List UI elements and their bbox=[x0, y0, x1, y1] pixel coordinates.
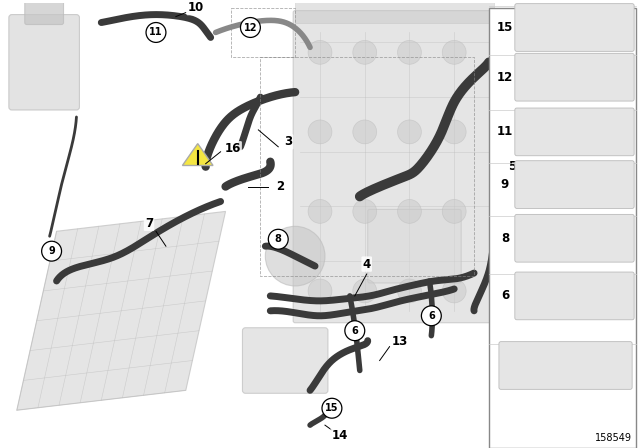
Circle shape bbox=[397, 199, 421, 224]
Text: 7: 7 bbox=[145, 217, 153, 230]
Circle shape bbox=[353, 120, 377, 144]
Circle shape bbox=[442, 279, 466, 303]
FancyBboxPatch shape bbox=[515, 161, 634, 208]
Text: 9: 9 bbox=[48, 246, 55, 256]
Circle shape bbox=[397, 279, 421, 303]
FancyBboxPatch shape bbox=[515, 4, 634, 52]
Text: 6: 6 bbox=[500, 289, 509, 302]
Text: 16: 16 bbox=[225, 142, 241, 155]
Circle shape bbox=[442, 199, 466, 224]
FancyBboxPatch shape bbox=[243, 328, 328, 393]
FancyBboxPatch shape bbox=[515, 53, 634, 101]
Polygon shape bbox=[182, 144, 213, 165]
Circle shape bbox=[308, 40, 332, 64]
FancyBboxPatch shape bbox=[293, 11, 496, 323]
FancyBboxPatch shape bbox=[515, 272, 634, 320]
Circle shape bbox=[442, 120, 466, 144]
Circle shape bbox=[397, 40, 421, 64]
Text: 12: 12 bbox=[244, 22, 257, 33]
Circle shape bbox=[308, 199, 332, 224]
FancyBboxPatch shape bbox=[499, 342, 632, 389]
Circle shape bbox=[353, 199, 377, 224]
Text: 9: 9 bbox=[500, 178, 509, 191]
Circle shape bbox=[266, 226, 325, 286]
Polygon shape bbox=[17, 211, 225, 410]
FancyBboxPatch shape bbox=[25, 0, 63, 25]
Text: 6: 6 bbox=[351, 326, 358, 336]
Text: 2: 2 bbox=[276, 180, 284, 193]
Text: 3: 3 bbox=[284, 135, 292, 148]
Text: 6: 6 bbox=[428, 311, 435, 321]
Circle shape bbox=[353, 40, 377, 64]
Text: 14: 14 bbox=[332, 429, 348, 442]
Text: 15: 15 bbox=[497, 21, 513, 34]
Text: 15: 15 bbox=[325, 403, 339, 413]
Circle shape bbox=[345, 321, 365, 340]
FancyBboxPatch shape bbox=[368, 209, 461, 283]
Circle shape bbox=[442, 40, 466, 64]
FancyBboxPatch shape bbox=[9, 15, 79, 110]
Circle shape bbox=[397, 120, 421, 144]
Text: 8: 8 bbox=[275, 234, 282, 244]
Text: 158549: 158549 bbox=[595, 433, 632, 443]
Text: 4: 4 bbox=[363, 258, 371, 271]
Circle shape bbox=[421, 306, 441, 326]
Circle shape bbox=[322, 398, 342, 418]
Circle shape bbox=[353, 279, 377, 303]
Text: 12: 12 bbox=[497, 71, 513, 84]
Text: 11: 11 bbox=[497, 125, 513, 138]
Text: 10: 10 bbox=[188, 1, 204, 14]
Circle shape bbox=[42, 241, 61, 261]
Text: 8: 8 bbox=[500, 232, 509, 245]
Text: 5: 5 bbox=[508, 160, 516, 173]
Circle shape bbox=[268, 229, 288, 249]
Circle shape bbox=[308, 120, 332, 144]
FancyBboxPatch shape bbox=[515, 108, 634, 156]
Circle shape bbox=[241, 17, 260, 38]
Text: 13: 13 bbox=[392, 335, 408, 348]
FancyBboxPatch shape bbox=[295, 0, 494, 22]
Text: 1: 1 bbox=[550, 215, 557, 228]
FancyBboxPatch shape bbox=[515, 215, 634, 262]
Circle shape bbox=[146, 22, 166, 43]
FancyBboxPatch shape bbox=[489, 8, 636, 448]
Circle shape bbox=[308, 279, 332, 303]
Text: 11: 11 bbox=[149, 27, 163, 38]
